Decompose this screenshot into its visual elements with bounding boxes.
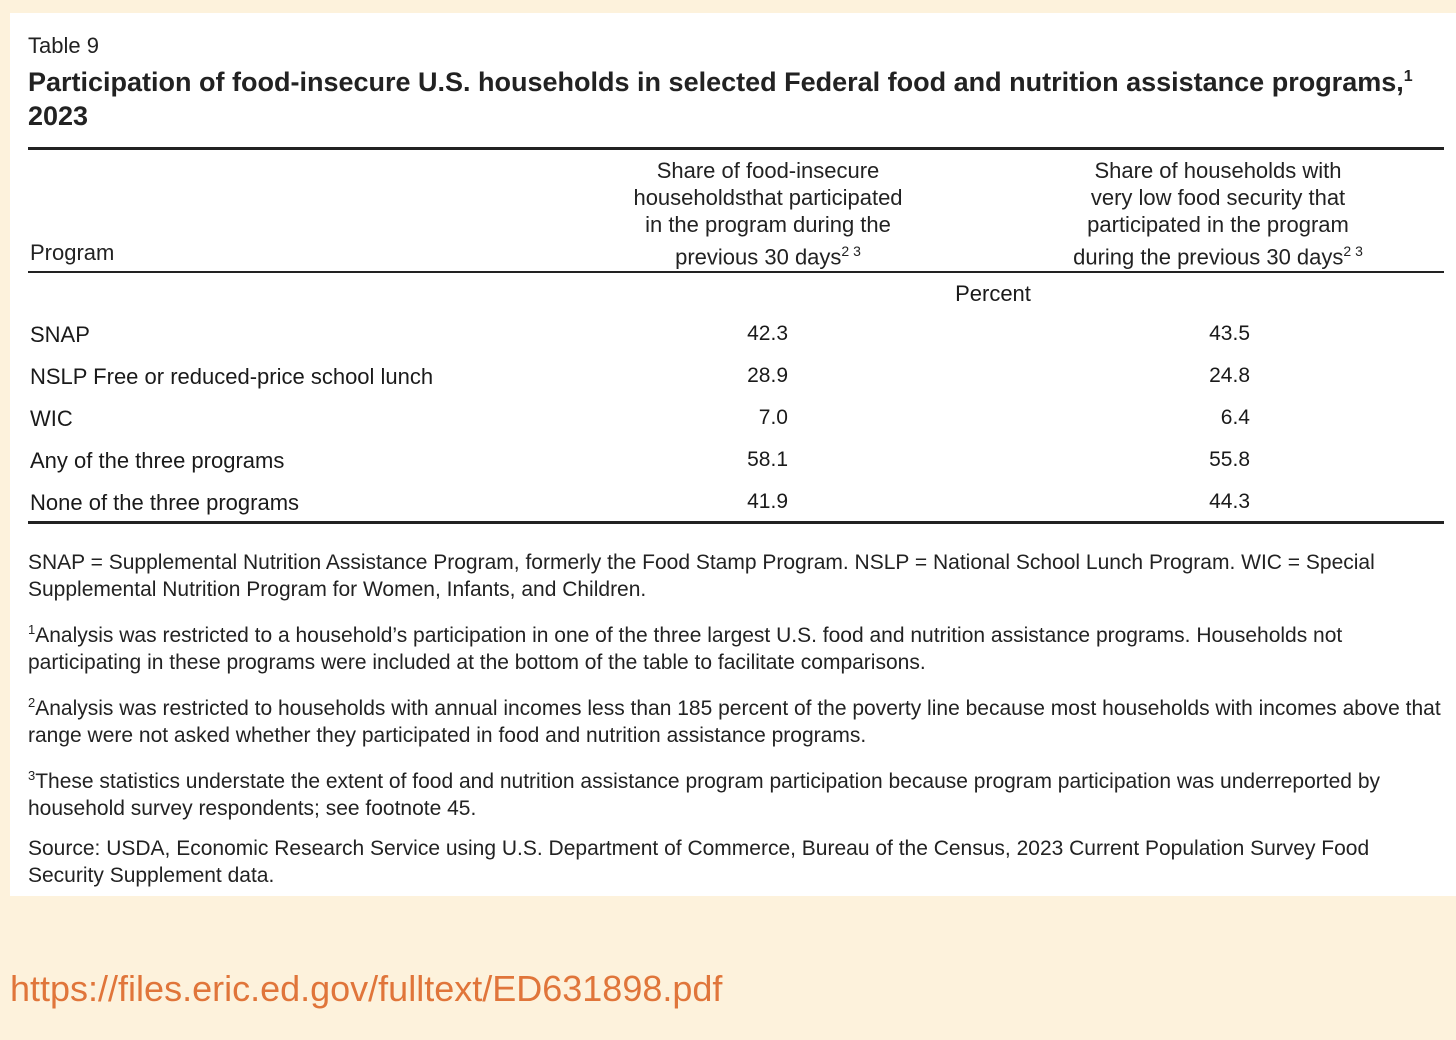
row-value-very-low: 55.8 <box>1209 448 1250 471</box>
row-program: SNAP <box>30 322 90 347</box>
row-program: NSLP Free or reduced-price school lunch <box>30 364 434 389</box>
row-value-food-insecure: 41.9 <box>747 490 788 513</box>
table-row: WIC 7.0 6.4 <box>10 406 1456 448</box>
row-value-food-insecure: 28.9 <box>747 364 788 387</box>
table-card: Table 9 Participation of food-insecure U… <box>10 13 1456 896</box>
row-value-food-insecure: 7.0 <box>758 406 788 429</box>
header-food-insecure-share: Share of food-insecure householdsthat pa… <box>633 158 903 270</box>
table-label: Table 9 <box>28 33 99 58</box>
title-footnote-mark: 1 <box>1403 68 1413 85</box>
header-rule <box>28 271 1444 273</box>
row-value-food-insecure: 42.3 <box>747 322 788 345</box>
row-program: None of the three programs <box>30 490 300 515</box>
footnote-3: 3These statistics understate the extent … <box>28 768 1380 820</box>
abbreviation-note: SNAP = Supplemental Nutrition Assistance… <box>28 551 1375 601</box>
footnote-2: 2Analysis was restricted to households w… <box>28 695 1441 747</box>
header-very-low-share: Share of households with very low food s… <box>1073 158 1363 270</box>
row-value-very-low: 6.4 <box>1220 406 1250 429</box>
unit-label: Percent <box>955 281 1031 306</box>
header-program: Program <box>30 240 115 265</box>
table-row: None of the three programs 41.9 44.3 <box>10 490 1456 532</box>
row-value-food-insecure: 58.1 <box>747 448 788 471</box>
row-value-very-low: 43.5 <box>1209 322 1250 345</box>
table-row: SNAP 42.3 43.5 <box>10 322 1456 364</box>
source-url-link[interactable]: https://files.eric.ed.gov/fulltext/ED631… <box>10 968 723 1009</box>
footnote-1: 1Analysis was restricted to a household’… <box>28 622 1343 674</box>
row-program: WIC <box>30 406 73 431</box>
bottom-rule <box>28 521 1444 524</box>
table-row: Any of the three programs 58.1 55.8 <box>10 448 1456 490</box>
row-value-very-low: 44.3 <box>1209 490 1250 513</box>
table-notes: SNAP = Supplemental Nutrition Assistance… <box>28 549 1446 902</box>
top-rule <box>28 147 1444 150</box>
row-program: Any of the three programs <box>30 448 285 473</box>
row-value-very-low: 24.8 <box>1209 364 1250 387</box>
table-row: NSLP Free or reduced-price school lunch … <box>10 364 1456 406</box>
source-note: Source: USDA, Economic Research Service … <box>28 837 1370 887</box>
table-title: Participation of food-insecure U.S. hous… <box>28 67 1413 131</box>
